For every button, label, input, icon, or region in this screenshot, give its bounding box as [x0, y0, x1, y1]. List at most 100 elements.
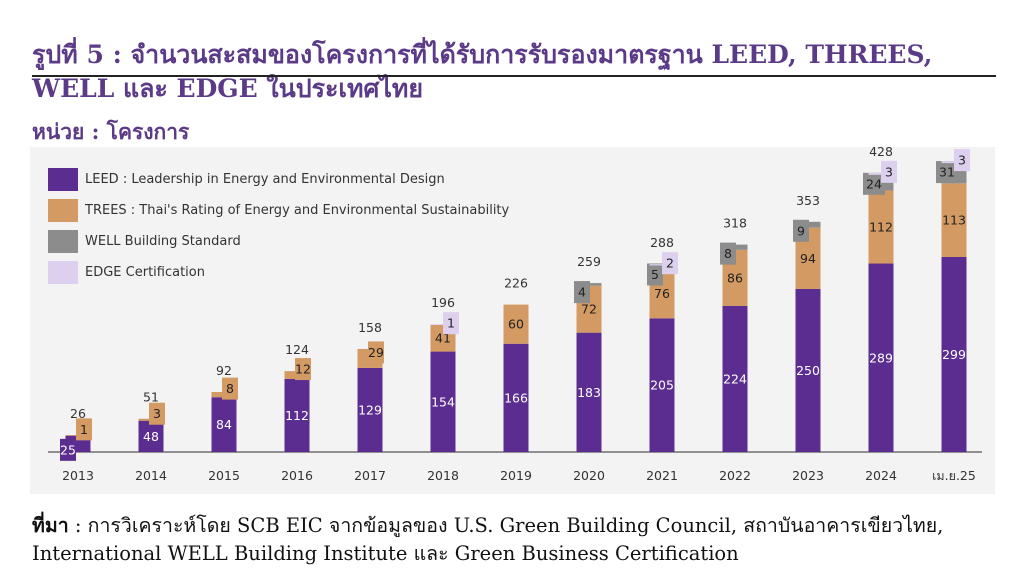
legend-label-edge: EDGE Certification [85, 265, 205, 280]
data-label-leed-2016: 112 [285, 408, 309, 423]
data-label-trees-เม.ย.25: 113 [942, 213, 966, 228]
data-label-edge-2021: 2 [666, 256, 674, 271]
legend-item-edge: EDGE Certification [48, 257, 509, 288]
data-label-well-2020: 4 [578, 285, 586, 300]
bar-leed-2021 [649, 318, 675, 452]
bar-leed-2014 [138, 420, 164, 452]
total-label-2023: 353 [796, 193, 820, 208]
legend-item-trees: TREES : Thai's Rating of Energy and Envi… [48, 195, 509, 226]
data-label-trees-2021: 76 [654, 286, 670, 301]
tag-edge-2018 [443, 312, 459, 335]
tag-well-เม.ย.25 [936, 161, 958, 184]
data-label-trees-2020: 72 [581, 302, 597, 317]
tag-edge-เม.ย.25 [954, 149, 970, 172]
data-label-trees-2024: 112 [869, 220, 893, 235]
x-tick-label-เม.ย.25: เม.ย.25 [932, 468, 976, 483]
data-label-leed-2024: 289 [869, 350, 893, 365]
total-label-2021: 288 [650, 235, 674, 250]
data-label-leed-2022: 224 [723, 371, 747, 386]
bar-trees-เม.ย.25 [941, 183, 967, 257]
bar-leed-2015 [211, 397, 237, 452]
data-label-trees-2015: 8 [226, 381, 234, 396]
tag-well-2024 [863, 172, 885, 195]
data-label-leed-2015: 84 [216, 417, 232, 432]
title-divider [32, 75, 996, 77]
tag-trees-2017 [368, 341, 384, 364]
tag-edge-2021 [662, 252, 678, 275]
bar-leed-2023 [795, 288, 821, 452]
tag-trees-2015 [222, 377, 238, 400]
chart-area: 25 1 26 2013 48 3 51 2014 84 8 92 2015 112 12 124 2016 1… [30, 147, 995, 494]
tag-well-2020 [574, 281, 590, 304]
legend-swatch-well [48, 230, 78, 253]
source-text: : การวิเคราะห์โดย SCB EIC จากข้อมูลของ U… [32, 514, 944, 565]
x-tick-label-2020: 2020 [573, 468, 605, 483]
data-label-trees-2022: 86 [727, 270, 743, 285]
x-tick-label-2013: 2013 [62, 468, 94, 483]
bar-leed-2017 [357, 367, 383, 452]
source-label: ที่มา [32, 514, 69, 537]
legend-swatch-leed [48, 168, 78, 191]
x-tick-label-2019: 2019 [500, 468, 532, 483]
tag-well-2021 [647, 263, 663, 286]
data-label-leed-2013: 25 [60, 442, 76, 457]
data-label-leed-2021: 205 [650, 378, 674, 393]
data-label-leed-เม.ย.25: 299 [942, 347, 966, 362]
bar-trees-2024 [868, 190, 894, 264]
source-note: ที่มา : การวิเคราะห์โดย SCB EIC จากข้อมู… [32, 512, 1012, 568]
bar-leed-เม.ย.25 [941, 257, 967, 452]
stacked-bar-chart: 2512620134835120148489220151121212420161… [48, 147, 982, 483]
total-label-2019: 226 [504, 276, 528, 291]
total-label-2013: 26 [70, 406, 86, 421]
unit-label: หน่วย : โครงการ [32, 119, 190, 144]
x-tick-label-2016: 2016 [281, 468, 313, 483]
tag-trees-2014 [149, 402, 165, 425]
data-label-trees-2019: 60 [508, 317, 524, 332]
total-label-2020: 259 [577, 254, 601, 269]
legend-label-well: WELL Building Standard [85, 234, 241, 249]
legend-label-trees: TREES : Thai's Rating of Energy and Envi… [85, 203, 510, 218]
total-label-2015: 92 [216, 363, 232, 378]
legend-swatch-trees [48, 199, 78, 222]
bar-leed-2016 [284, 378, 310, 452]
data-label-leed-2020: 183 [577, 385, 601, 400]
x-tick-label-2022: 2022 [719, 468, 751, 483]
x-tick-label-2023: 2023 [792, 468, 824, 483]
x-tick-label-2021: 2021 [646, 468, 678, 483]
data-label-edge-2018: 1 [447, 316, 455, 331]
legend-label-leed: LEED : Leadership in Energy and Environm… [85, 172, 445, 187]
data-label-leed-2018: 154 [431, 394, 455, 409]
data-label-well-2021: 5 [651, 267, 659, 282]
bar-leed-2018 [430, 351, 456, 452]
data-label-well-2022: 8 [724, 246, 732, 261]
x-tick-label-2014: 2014 [135, 468, 167, 483]
bar-leed-2019 [503, 343, 529, 452]
data-label-leed-2014: 48 [143, 429, 159, 444]
bar-leed-2022 [722, 305, 748, 452]
x-tick-label-2017: 2017 [354, 468, 386, 483]
data-label-trees-2016: 12 [295, 362, 311, 377]
data-label-leed-2019: 166 [504, 390, 528, 405]
bar-leed-2024 [868, 263, 894, 452]
data-label-well-2023: 9 [797, 223, 805, 238]
legend-item-leed: LEED : Leadership in Energy and Environm… [48, 164, 509, 195]
tag-well-2023 [793, 219, 809, 242]
total-label-2022: 318 [723, 216, 747, 231]
total-label-2018: 196 [431, 295, 455, 310]
total-label-2016: 124 [285, 342, 309, 357]
data-label-trees-2014: 3 [153, 406, 161, 421]
tag-well-2022 [720, 242, 736, 265]
bar-trees-2019 [503, 304, 529, 344]
legend-item-well: WELL Building Standard [48, 226, 509, 257]
total-label-2017: 158 [358, 320, 382, 335]
tag-trees-2013 [76, 418, 92, 441]
tag-trees-2016 [295, 358, 311, 381]
legend-swatch-edge [48, 261, 78, 284]
data-label-trees-2023: 94 [800, 251, 816, 266]
data-label-well-2024: 24 [866, 176, 882, 191]
data-label-edge-เม.ย.25: 3 [958, 153, 966, 168]
x-tick-label-2015: 2015 [208, 468, 240, 483]
total-label-2014: 51 [143, 390, 159, 405]
data-label-well-เม.ย.25: 31 [939, 165, 955, 180]
tag-leed-2013 [60, 438, 76, 461]
